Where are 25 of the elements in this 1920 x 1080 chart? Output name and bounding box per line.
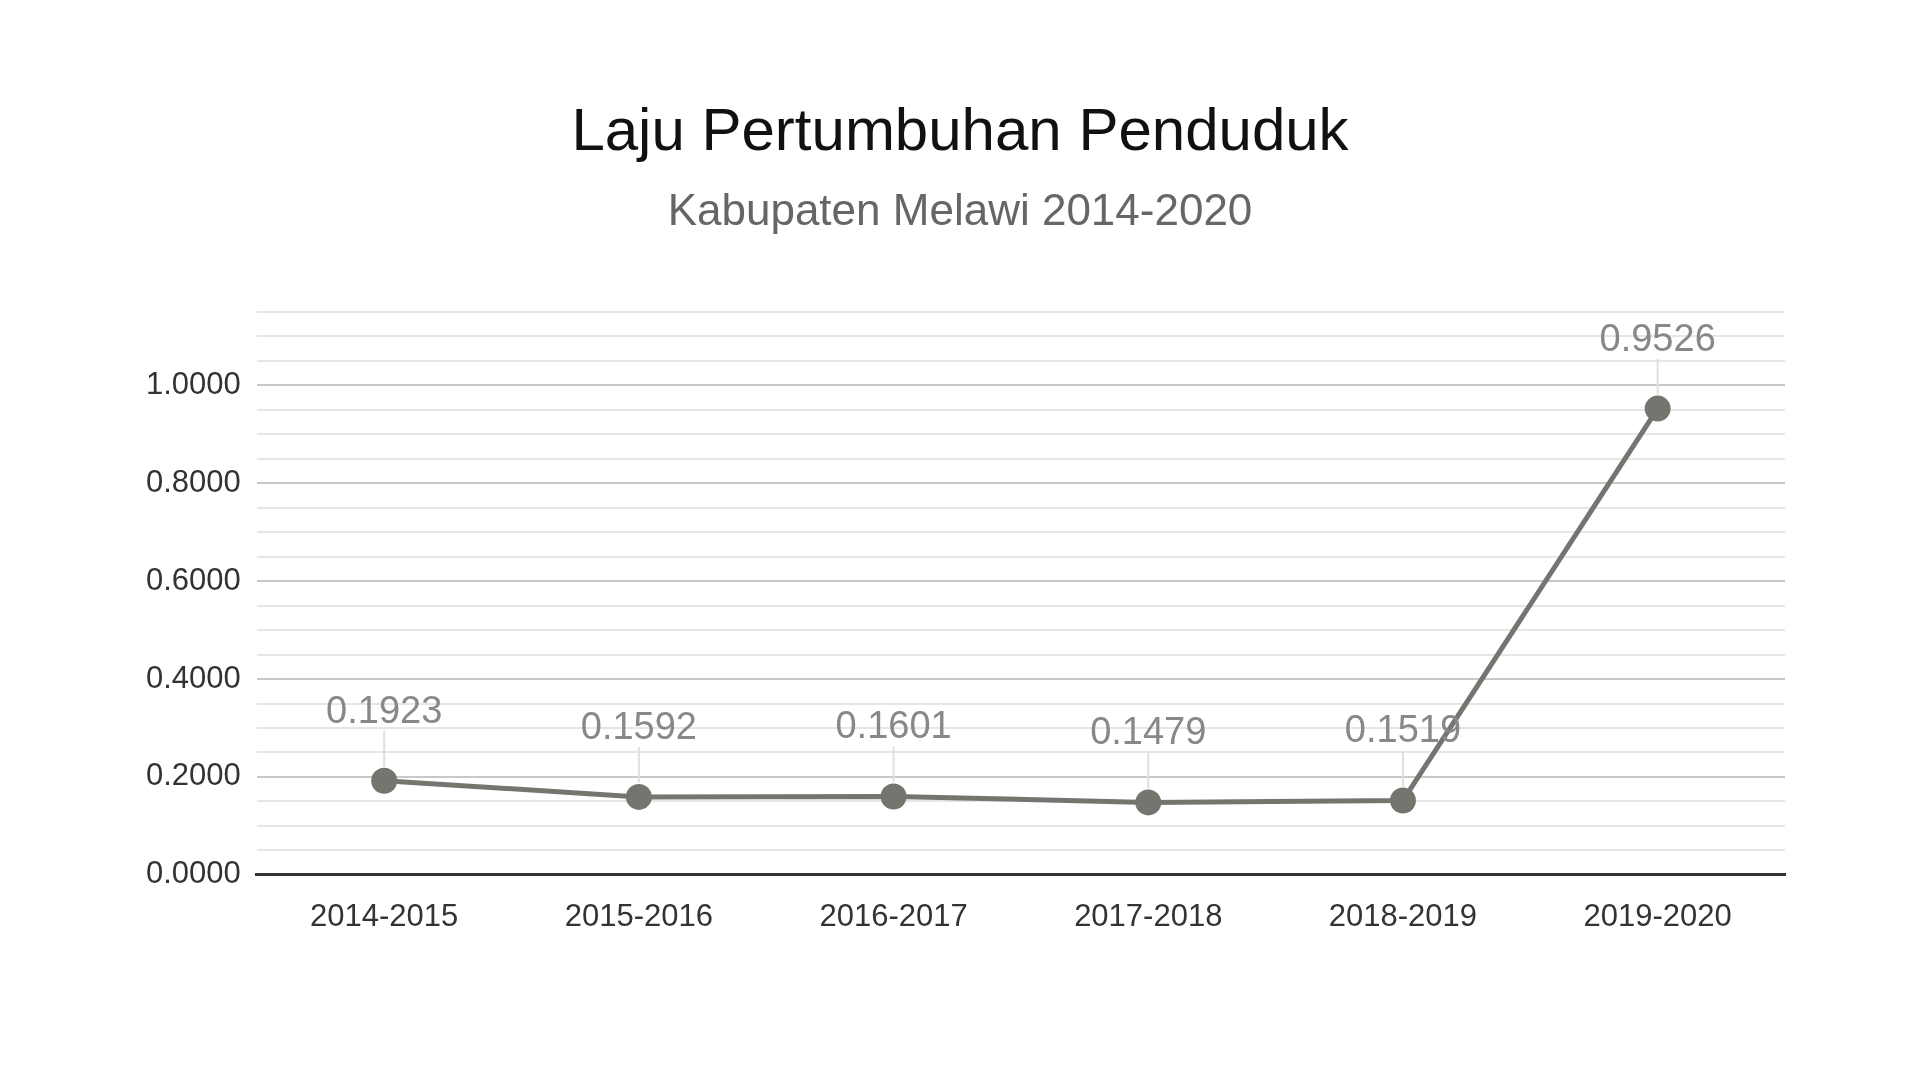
data-label: 0.9526 [1599, 316, 1716, 359]
y-tick-label: 0.6000 [145, 561, 241, 597]
chart-title: Laju Pertumbuhan Penduduk [570, 95, 1350, 164]
point [1389, 787, 1416, 814]
chart-subtitle: Kabupaten Melawi 2014-2020 [666, 185, 1254, 235]
y-tick-label: 0.0000 [145, 855, 241, 891]
point [371, 767, 398, 794]
y-tick-label: 1.0000 [145, 365, 241, 401]
y-tick-label: 0.2000 [145, 757, 241, 793]
point [625, 783, 652, 810]
y-tick-label: 0.8000 [145, 463, 241, 499]
data-label: 0.1479 [1090, 710, 1207, 753]
x-tick-label: 2019-2020 [1583, 897, 1732, 933]
point [880, 783, 907, 810]
y-tick-label: 0.4000 [145, 659, 241, 695]
data-label: 0.1923 [326, 688, 443, 731]
x-tick-label: 2014-2015 [310, 897, 459, 933]
data-label: 0.1592 [580, 704, 697, 747]
x-tick-label: 2018-2019 [1328, 897, 1478, 933]
data-label: 0.1601 [835, 704, 952, 747]
point [1644, 395, 1671, 422]
point [1135, 789, 1162, 816]
x-tick-label: 2016-2017 [819, 897, 968, 933]
x-tick-label: 2017-2018 [1074, 897, 1223, 933]
x-tick-label: 2015-2016 [564, 897, 713, 933]
